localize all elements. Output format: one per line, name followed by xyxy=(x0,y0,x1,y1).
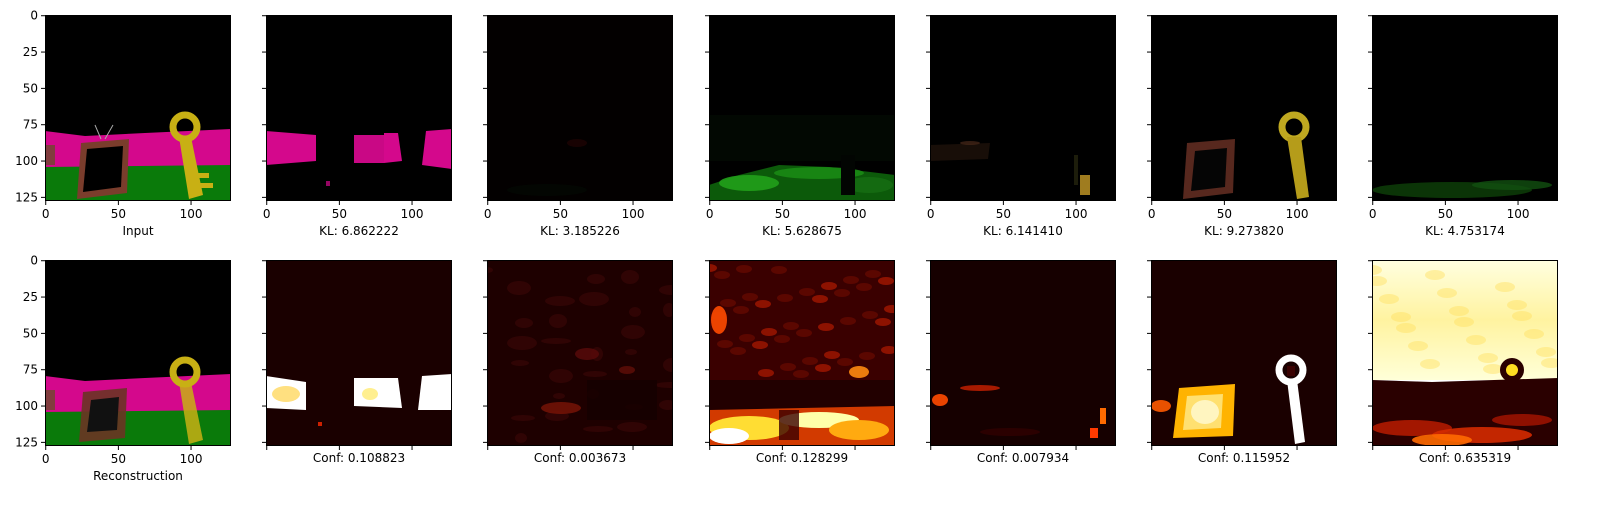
bottom-panel-1: Conf: 0.108823 xyxy=(262,260,452,465)
x-tick-label: 0 xyxy=(42,452,50,466)
axes-frame xyxy=(1372,260,1558,446)
x-tick-label: 0 xyxy=(706,207,714,221)
x-tick-label: 50 xyxy=(553,207,568,221)
x-tick-label: 50 xyxy=(996,207,1011,221)
x-tick-label: 50 xyxy=(1438,207,1453,221)
panel-label: KL: 6.862222 xyxy=(319,224,399,238)
axes-frame xyxy=(930,15,1116,201)
axes-frame xyxy=(709,15,895,201)
panel-image xyxy=(487,260,673,446)
axes-frame xyxy=(1151,260,1337,446)
x-tick-label: 100 xyxy=(401,207,424,221)
panel-label: Conf: 0.635319 xyxy=(1419,451,1511,465)
axes-frame xyxy=(266,260,452,446)
y-tick-label: 100 xyxy=(15,399,38,413)
panel-image xyxy=(930,15,1116,201)
axes-frame xyxy=(1151,15,1337,201)
bottom-panel-3: Conf: 0.128299 xyxy=(705,260,895,465)
panel-image xyxy=(709,260,895,446)
x-tick-label: 0 xyxy=(263,207,271,221)
panel-image xyxy=(930,260,1116,446)
panel-image xyxy=(1151,260,1337,446)
bottom-panel-4: Conf: 0.007934 xyxy=(926,260,1116,465)
x-tick-label: 100 xyxy=(1286,207,1309,221)
x-tick-label: 0 xyxy=(1148,207,1156,221)
y-tick-label: 50 xyxy=(23,326,38,340)
x-tick-label: 50 xyxy=(775,207,790,221)
axes-frame xyxy=(709,260,895,446)
panel-label: KL: 4.753174 xyxy=(1425,224,1505,238)
axes-frame xyxy=(1372,15,1558,201)
axes-frame xyxy=(487,15,673,201)
y-tick-label: 125 xyxy=(15,190,38,204)
y-tick-label: 0 xyxy=(30,254,38,268)
panel-label: KL: 9.273820 xyxy=(1204,224,1284,238)
panel-image xyxy=(1372,260,1558,446)
panel-label: KL: 5.628675 xyxy=(762,224,842,238)
y-tick-label: 100 xyxy=(15,154,38,168)
x-tick-label: 50 xyxy=(111,452,126,466)
panel-label: Conf: 0.115952 xyxy=(1198,451,1290,465)
panel-label: Conf: 0.007934 xyxy=(977,451,1069,465)
y-tick-label: 50 xyxy=(23,81,38,95)
panel-image xyxy=(266,260,452,446)
x-tick-label: 100 xyxy=(1065,207,1088,221)
x-tick-label: 0 xyxy=(1369,207,1377,221)
y-tick-label: 75 xyxy=(23,363,38,377)
y-tick-label: 75 xyxy=(23,118,38,132)
axes-frame xyxy=(45,15,231,201)
x-tick-label: 0 xyxy=(42,207,50,221)
axes-frame xyxy=(45,260,231,446)
panel-image xyxy=(487,15,673,201)
panel-label: KL: 6.141410 xyxy=(983,224,1063,238)
x-tick-label: 50 xyxy=(111,207,126,221)
panel-image xyxy=(1151,15,1337,201)
panel-image xyxy=(709,15,895,201)
x-tick-label: 100 xyxy=(180,207,203,221)
x-tick-label: 50 xyxy=(332,207,347,221)
panel-label: KL: 3.185226 xyxy=(540,224,620,238)
panel-label: Conf: 0.108823 xyxy=(313,451,405,465)
panel-label: Conf: 0.003673 xyxy=(534,451,626,465)
axes-frame xyxy=(487,260,673,446)
panel-image xyxy=(45,260,231,446)
bottom-panel-2: Conf: 0.003673 xyxy=(483,260,673,465)
panel-label: Conf: 0.128299 xyxy=(756,451,848,465)
panel-image xyxy=(1372,15,1558,201)
x-tick-label: 100 xyxy=(1507,207,1530,221)
x-tick-label: 0 xyxy=(484,207,492,221)
bottom-panel-5: Conf: 0.115952 xyxy=(1147,260,1337,465)
y-tick-label: 25 xyxy=(23,45,38,59)
panel-label: Reconstruction xyxy=(93,469,183,483)
panel-image xyxy=(45,15,231,201)
bottom-panel-0: 0 25 50 75 100 125 0 50 100 Reconstruction xyxy=(15,254,231,483)
axes-frame xyxy=(930,260,1116,446)
y-tick-label: 25 xyxy=(23,290,38,304)
y-tick-label: 125 xyxy=(15,435,38,449)
top-panel-0: 0 25 50 75 100 125 0 50 100 Input xyxy=(15,9,231,238)
x-tick-label: 50 xyxy=(1217,207,1232,221)
x-tick-label: 0 xyxy=(927,207,935,221)
x-tick-label: 100 xyxy=(180,452,203,466)
x-tick-label: 100 xyxy=(844,207,867,221)
panel-image xyxy=(266,15,452,201)
bottom-panel-6: Conf: 0.635319 xyxy=(1368,260,1558,465)
x-tick-label: 100 xyxy=(622,207,645,221)
panel-label: Input xyxy=(122,224,153,238)
axes-frame xyxy=(266,15,452,201)
y-tick-label: 0 xyxy=(30,9,38,23)
